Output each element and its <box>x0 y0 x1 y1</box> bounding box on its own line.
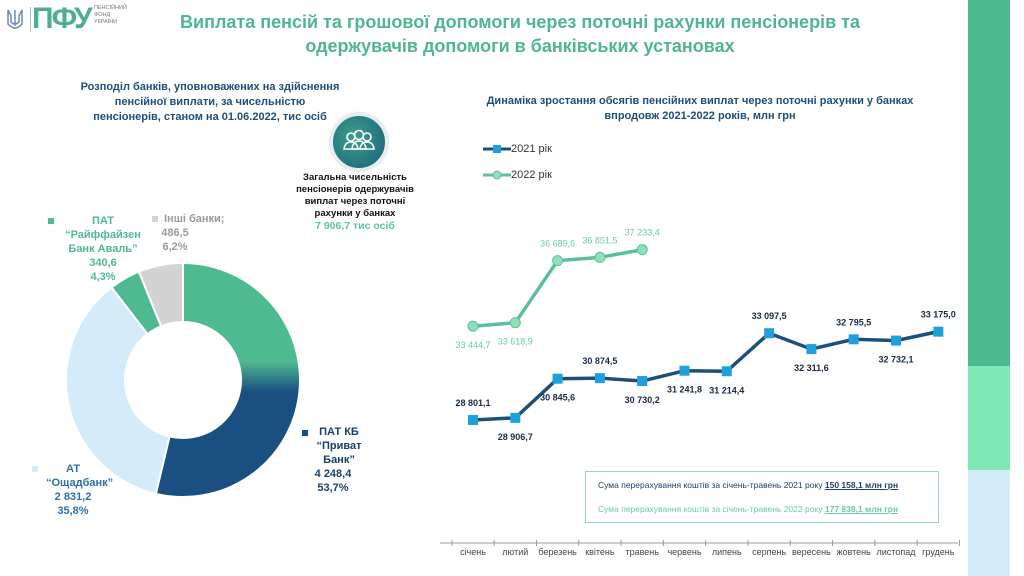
slice-value: 2 831,2 <box>54 491 92 503</box>
pie-chart-title: Розподіл банків, уповноважених на здійсн… <box>80 81 340 123</box>
data-point <box>509 317 521 329</box>
donut-chart <box>65 261 301 498</box>
data-point <box>594 373 605 384</box>
legend-swatch <box>32 466 38 472</box>
x-tick-label: липень <box>712 547 742 557</box>
slice-percent: 6,2% <box>162 241 188 253</box>
data-label: 28 906,7 <box>498 432 533 442</box>
x-tick-label: вересень <box>792 547 831 557</box>
data-point <box>467 320 479 332</box>
data-point <box>594 251 606 263</box>
trident-icon <box>7 9 23 29</box>
x-tick-label: березень <box>538 547 577 557</box>
pie-label-raiffeisen: ПАТ “Райффайзен Банк Аваль” 340,6 4,3% <box>48 214 158 284</box>
legend-marker-2022 <box>483 170 511 180</box>
data-point <box>679 365 690 376</box>
slice-percent: 4,3% <box>90 271 116 283</box>
summary-text: Сума перерахування коштів за січень-трав… <box>598 504 825 514</box>
summary-box: Сума перерахування коштів за січень-трав… <box>585 471 939 523</box>
data-label: 33 097,5 <box>752 311 787 321</box>
data-label: 32 795,5 <box>836 317 871 327</box>
pie-label-oschad: АТ “Ощадбанк” 2 831,2 35,8% <box>28 462 118 518</box>
slice-percent: 53,7% <box>317 482 349 494</box>
data-label: 36 689,6 <box>540 239 575 249</box>
decor-stripe-mid <box>968 366 1010 470</box>
logo-text: ПФУ <box>32 2 93 35</box>
summary-2022: Сума перерахування коштів за січень-трав… <box>598 504 898 514</box>
x-tick-label: листопад <box>877 547 917 557</box>
series-line-2021 <box>472 329 939 422</box>
data-label: 28 801,1 <box>455 398 490 408</box>
pie-label-privat: ПАТ КБ “Приват Банк” 4 248,4 53,7% <box>300 425 366 495</box>
legend-swatch <box>152 216 158 222</box>
data-label: 30 730,2 <box>625 395 660 405</box>
x-tick-label: січень <box>460 547 486 557</box>
data-point <box>891 335 901 346</box>
total-pensioners-label: Загальна чисельність пенсіонерів одержув… <box>296 172 414 219</box>
data-label: 33 618,9 <box>498 337 533 347</box>
legend-swatch <box>48 218 54 224</box>
data-point <box>552 255 564 267</box>
data-label: 32 732,1 <box>878 355 913 365</box>
slice-percent: 35,8% <box>57 505 89 517</box>
slice-value: 486,5 <box>161 227 189 239</box>
slice-value: 4 248,4 <box>314 468 352 480</box>
data-label: 33 175,0 <box>921 310 956 320</box>
x-tick-label: травень <box>625 547 659 557</box>
data-point <box>764 328 775 339</box>
legend-2021: 2021 рік <box>483 143 552 155</box>
slice-name: ПАТ КБ “Приват Банк” <box>316 426 362 466</box>
summary-value: 177 838,1 млн грн <box>824 504 899 514</box>
data-point <box>806 344 817 355</box>
legend-swatch <box>302 430 308 436</box>
data-label: 31 241,8 <box>667 385 702 395</box>
data-point <box>468 415 478 425</box>
data-label: 30 874,5 <box>582 356 617 366</box>
pie-label-other: Інші банки; 486,5 6,2% <box>150 212 240 254</box>
summary-text: Сума перерахування коштів за січень-трав… <box>598 480 825 490</box>
x-tick-label: серпень <box>752 547 786 557</box>
data-point <box>636 244 648 256</box>
data-label: 36 851,5 <box>582 235 617 245</box>
line-chart-title: Динаміка зростання обсягів пенсійних вип… <box>486 95 914 122</box>
data-label: 31 214,4 <box>709 385 744 395</box>
data-point <box>510 412 521 423</box>
data-label: 30 845,6 <box>540 393 575 403</box>
slice-name: АТ “Ощадбанк” <box>46 463 114 489</box>
donut-slice <box>137 261 184 328</box>
slice-name: Інші банки; <box>164 213 225 225</box>
page-title: Виплата пенсій та грошової допомоги чере… <box>180 12 860 56</box>
logo-subtext: ПЕНСІЙНИЙ ФОНД УКРАЇНИ <box>94 5 127 25</box>
legend-label: 2022 рік <box>511 169 552 181</box>
data-point <box>848 334 859 345</box>
summary-value: 150 158,1 млн грн <box>824 480 899 490</box>
data-point <box>552 373 563 384</box>
legend-marker-2021 <box>483 145 511 153</box>
slice-name: ПАТ “Райффайзен Банк Аваль” <box>65 215 141 255</box>
x-tick-label: червень <box>667 547 701 557</box>
x-tick-label: грудень <box>922 547 955 557</box>
pfu-logo <box>6 4 126 34</box>
legend-2022: 2022 рік <box>483 169 552 181</box>
total-pensioners-value: 7 906,7 тис осіб <box>315 220 395 232</box>
data-point <box>637 376 648 387</box>
summary-2021: Сума перерахування коштів за січень-трав… <box>598 480 898 490</box>
people-group-icon <box>330 113 388 171</box>
decor-stripe-bottom <box>968 470 1010 576</box>
data-point <box>933 326 944 337</box>
x-tick-label: квітень <box>585 547 615 557</box>
x-tick-label: лютий <box>502 547 528 557</box>
donut-slice <box>65 285 171 496</box>
slice-value: 340,6 <box>89 257 117 269</box>
x-tick-label: жовтень <box>837 547 872 557</box>
data-point <box>721 366 732 377</box>
legend-label: 2021 рік <box>511 143 552 155</box>
data-label: 37 233,4 <box>625 228 660 238</box>
data-label: 32 311,6 <box>794 363 829 373</box>
donut-slice <box>154 261 301 498</box>
data-label: 33 444,7 <box>455 340 490 350</box>
decor-stripe-top <box>968 0 1010 366</box>
